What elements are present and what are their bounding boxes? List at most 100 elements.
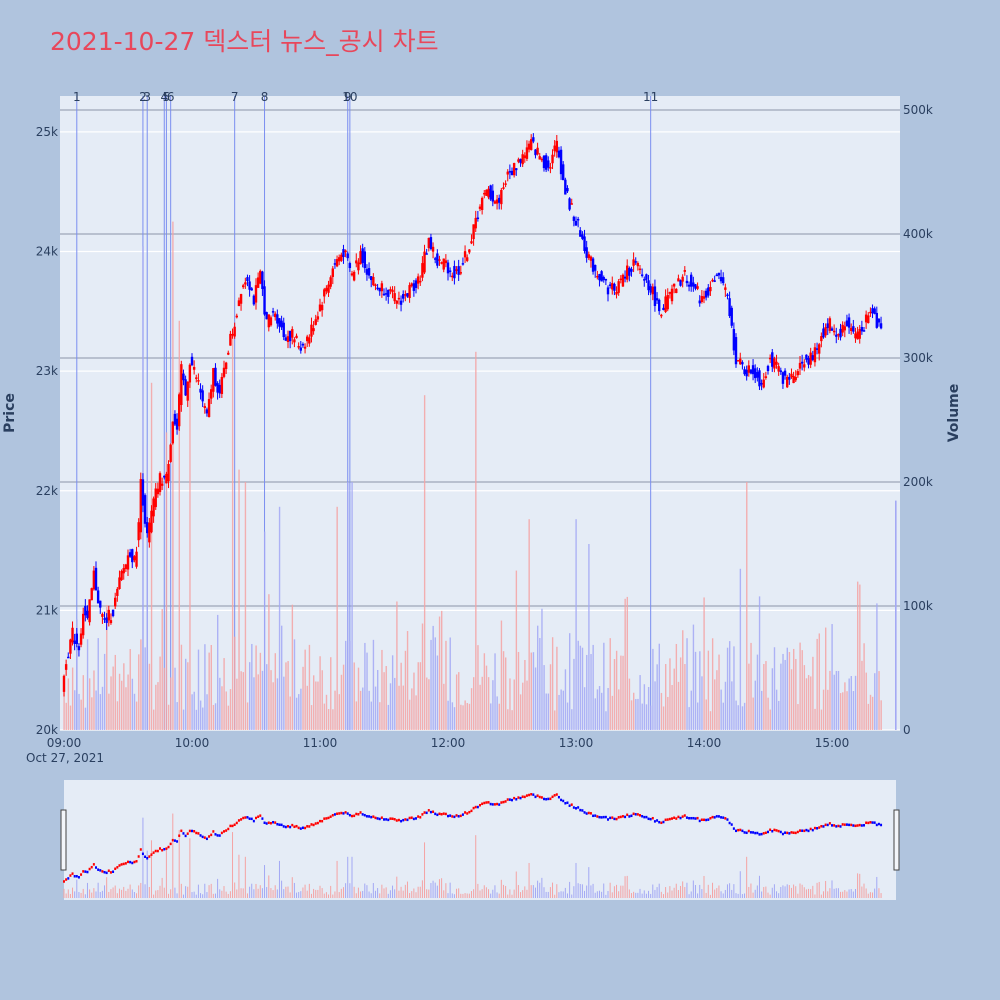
candle-body bbox=[331, 268, 334, 277]
slider-volume-bar bbox=[705, 892, 707, 898]
candle-body bbox=[643, 279, 646, 281]
slider-volume-bar bbox=[69, 893, 71, 898]
slider-volume-bar bbox=[850, 889, 852, 898]
volume-bar bbox=[121, 680, 123, 730]
slider-price-mark bbox=[63, 880, 65, 883]
slider-volume-bar bbox=[281, 880, 283, 898]
candle-body bbox=[248, 281, 251, 290]
volume-bar bbox=[99, 694, 102, 730]
slider-price-mark bbox=[645, 815, 648, 819]
candle-body bbox=[555, 140, 558, 153]
slider-price-mark bbox=[263, 821, 266, 824]
slider-price-mark bbox=[585, 812, 588, 815]
slider-volume-bar bbox=[447, 893, 449, 898]
slider-price-mark bbox=[289, 825, 292, 829]
volume-bar bbox=[752, 697, 754, 730]
volume-bar bbox=[837, 670, 840, 730]
candle-body bbox=[574, 220, 578, 226]
candle-body bbox=[696, 286, 699, 289]
range-slider-right-handle[interactable] bbox=[893, 809, 900, 871]
slider-price-mark bbox=[698, 819, 701, 823]
candle-body bbox=[506, 171, 509, 175]
slider-price-mark bbox=[173, 839, 176, 842]
volume-bar bbox=[519, 694, 522, 730]
slider-price-mark bbox=[643, 815, 646, 819]
volume-bar bbox=[539, 638, 541, 730]
slider-price-mark bbox=[468, 810, 471, 814]
slider-price-mark bbox=[301, 826, 304, 830]
slider-price-mark bbox=[348, 813, 351, 817]
candle-body bbox=[585, 247, 588, 258]
volume-bar bbox=[451, 702, 454, 730]
slider-price-mark bbox=[280, 823, 283, 827]
slider-volume-bar bbox=[558, 892, 560, 898]
candle-body bbox=[199, 388, 202, 393]
slider-price-mark bbox=[483, 801, 486, 805]
slider-price-mark bbox=[361, 813, 364, 816]
volume-bar bbox=[635, 699, 637, 730]
slider-price-mark bbox=[752, 831, 755, 834]
candle-body bbox=[271, 311, 275, 313]
slider-volume-bar bbox=[515, 871, 517, 898]
slider-price-mark bbox=[709, 817, 712, 820]
volume-bar bbox=[502, 651, 505, 730]
candle-body bbox=[301, 343, 305, 346]
volume-bar bbox=[630, 700, 633, 730]
slider-price-mark bbox=[523, 795, 526, 799]
candle-body bbox=[278, 318, 281, 327]
range-slider-area[interactable] bbox=[64, 780, 896, 900]
slider-price-mark bbox=[871, 821, 874, 824]
volume-bar bbox=[522, 682, 524, 730]
slider-volume-bar bbox=[611, 892, 613, 898]
candle-body bbox=[681, 276, 684, 282]
candle-body bbox=[128, 552, 132, 557]
volume-bar bbox=[765, 661, 767, 730]
slider-price-mark bbox=[205, 837, 208, 841]
volume-bar bbox=[423, 395, 426, 730]
candle-body bbox=[303, 346, 307, 349]
candle-body bbox=[86, 610, 89, 618]
volume-bar bbox=[513, 679, 515, 730]
slider-price-mark bbox=[210, 833, 213, 837]
volume-bar bbox=[485, 665, 488, 730]
slider-price-mark bbox=[715, 815, 718, 818]
candle-body bbox=[589, 256, 593, 261]
slider-price-mark bbox=[208, 835, 211, 838]
candle-body bbox=[427, 237, 430, 248]
volume-bar bbox=[549, 664, 552, 730]
candle-body bbox=[195, 377, 198, 379]
slider-volume-bar bbox=[532, 885, 534, 898]
slider-price-mark bbox=[730, 823, 733, 826]
volume-bar bbox=[743, 702, 746, 730]
slider-price-mark bbox=[801, 829, 804, 832]
slider-price-mark bbox=[214, 833, 217, 836]
candle-body bbox=[540, 158, 544, 161]
slider-price-mark bbox=[440, 813, 443, 816]
candle-body bbox=[274, 313, 277, 318]
volume-bar bbox=[434, 637, 436, 730]
candle-body bbox=[224, 362, 228, 369]
slider-volume-bar bbox=[780, 886, 782, 898]
range-slider-left-handle[interactable] bbox=[60, 809, 67, 871]
slider-volume-bar bbox=[110, 889, 112, 898]
volume-bar bbox=[624, 598, 626, 730]
slider-volume-bar bbox=[357, 887, 359, 898]
slider-volume-bar bbox=[306, 890, 308, 898]
slider-price-mark bbox=[566, 801, 569, 804]
candle-body bbox=[512, 163, 516, 176]
slider-volume-bar bbox=[773, 884, 775, 898]
candle-body bbox=[702, 296, 706, 299]
candle-body bbox=[613, 283, 616, 291]
candle-body bbox=[621, 274, 625, 287]
slider-price-mark bbox=[662, 820, 665, 824]
volume-bar bbox=[71, 667, 74, 730]
slider-price-mark bbox=[193, 830, 196, 833]
slider-volume-bar bbox=[212, 893, 214, 898]
slider-price-mark bbox=[237, 819, 240, 822]
slider-price-mark bbox=[502, 800, 505, 804]
volume-bar bbox=[854, 675, 857, 730]
slider-price-mark bbox=[679, 816, 682, 820]
slider-price-mark bbox=[442, 812, 445, 815]
volume-bar bbox=[159, 656, 161, 730]
